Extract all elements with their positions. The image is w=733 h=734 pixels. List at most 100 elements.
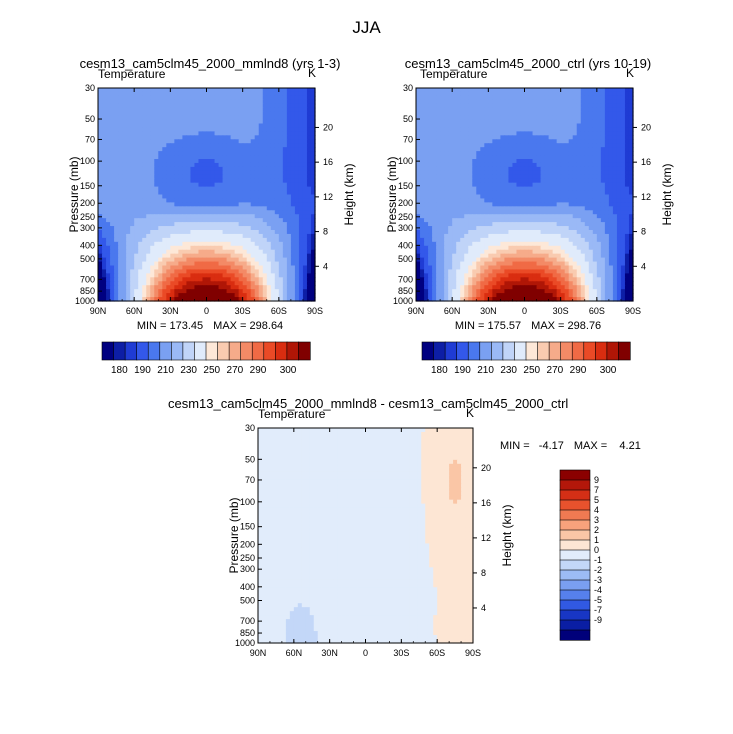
colorbar-swatch <box>444 341 458 361</box>
y-tick-label: 100 <box>240 497 255 507</box>
colorbar-swatch <box>559 539 591 551</box>
height-tick-label: 8 <box>323 227 328 237</box>
colorbar-label: 190 <box>134 365 151 376</box>
colorbar-label: 9 <box>594 475 599 485</box>
colorbar-label: 210 <box>477 365 494 376</box>
colorbar-label: 7 <box>594 485 599 495</box>
y-tick-label: 850 <box>80 286 95 296</box>
colorbar-swatch <box>559 519 591 531</box>
colorbar-swatch <box>456 341 469 361</box>
x-tick-label: 60N <box>126 306 143 316</box>
colorbar-label: 5 <box>594 495 599 505</box>
y-tick-label: 700 <box>398 274 413 284</box>
contour-plot: 90N 60N 30N 0 30S 60S 90S 30 50 70 100 150 200 250300… <box>67 83 356 316</box>
colorbar-label: 290 <box>570 365 587 376</box>
colorbar-swatch <box>559 489 591 501</box>
y-tick-label: 700 <box>240 616 255 626</box>
y-axis-label: Pressure (mb) <box>227 497 241 573</box>
x-tick-label: 0 <box>204 306 209 316</box>
colorbar-swatch <box>559 619 591 631</box>
colorbar-swatch <box>124 341 138 361</box>
colorbar-label: -9 <box>594 615 602 625</box>
x-tick-label: 60N <box>444 306 461 316</box>
y-tick-label: 50 <box>85 114 95 124</box>
y-tick-label: 300 <box>240 564 255 574</box>
y-axis-label: Pressure (mb) <box>385 156 399 232</box>
colorbar-swatch <box>559 509 591 521</box>
y-tick-label: 250 <box>240 553 255 563</box>
height-tick-label: 12 <box>481 533 491 543</box>
x-tick-label: 60S <box>271 306 287 316</box>
colorbar-label: -7 <box>594 605 602 615</box>
chart-title: cesm13_cam5clm45_2000_ctrl (yrs 10-19) <box>404 56 652 71</box>
colorbar-swatch <box>560 341 573 361</box>
x-tick-label: 90S <box>625 306 641 316</box>
y-tick-label: 50 <box>245 454 255 464</box>
y-tick-label: 250 <box>80 212 95 222</box>
min-label: MIN = -4.17 <box>500 440 564 452</box>
colorbar-label: 250 <box>203 365 220 376</box>
contour-plot: 90N 60N 30N 0 30S 60S 90S 30 50 70 100 150 200 250300… <box>227 423 514 658</box>
colorbar-swatch <box>251 341 265 361</box>
min-max-label: MIN = 175.57 MAX = 298.76 <box>438 320 618 332</box>
colorbar-swatch <box>559 559 591 571</box>
right-axis-label: Height (km) <box>500 504 514 566</box>
colorbar-label: 0 <box>594 545 599 555</box>
colorbar-label: 270 <box>227 365 244 376</box>
y-tick-label: 400 <box>398 240 413 250</box>
colorbar-swatch <box>479 341 492 361</box>
y-tick-label: 70 <box>85 134 95 144</box>
colorbar-swatch <box>548 341 562 361</box>
height-tick-label: 16 <box>481 498 491 508</box>
colorbar-label: 180 <box>111 365 128 376</box>
y-tick-label: 150 <box>398 181 413 191</box>
chart-subtitle: Temperature <box>258 407 326 421</box>
colorbar-label: 300 <box>600 365 617 376</box>
x-tick-label: 90N <box>250 648 267 658</box>
x-tick-label: 90N <box>90 306 107 316</box>
colorbar-label: 180 <box>431 365 448 376</box>
colorbar-swatch <box>147 341 161 361</box>
height-tick-label: 4 <box>323 261 328 271</box>
y-tick-label: 100 <box>398 156 413 166</box>
contour-cells <box>416 88 634 302</box>
height-tick-label: 12 <box>641 192 651 202</box>
min-max-label: MIN = 173.45 MAX = 298.64 <box>120 320 300 332</box>
y-tick-label: 400 <box>240 582 255 592</box>
colorbar-label: -2 <box>594 565 602 575</box>
y-tick-label: 500 <box>398 254 413 264</box>
y-tick-label: 700 <box>80 274 95 284</box>
x-tick-label: 60S <box>429 648 445 658</box>
height-tick-label: 4 <box>641 261 646 271</box>
min-label: MIN = 175.57 <box>454 320 522 332</box>
colorbar-swatch <box>205 341 219 361</box>
right-axis-label: Height (km) <box>342 163 356 225</box>
colorbar-label: 270 <box>547 365 564 376</box>
units-label: K <box>466 406 475 420</box>
height-tick-label: 20 <box>481 463 491 473</box>
page-title: JJA <box>352 18 381 37</box>
colorbar-swatch <box>571 341 585 361</box>
colorbar-label: 2 <box>594 525 599 535</box>
colorbar-swatch <box>559 579 591 591</box>
colorbar-label: 290 <box>250 365 267 376</box>
colorbar-swatch <box>217 341 230 361</box>
units-label: K <box>308 66 317 80</box>
colorbar-swatch <box>559 599 591 611</box>
colorbar-swatch <box>559 609 591 621</box>
height-tick-label: 8 <box>481 568 486 578</box>
colorbar-swatch <box>491 341 504 361</box>
contour-cells <box>258 428 474 644</box>
x-tick-label: 0 <box>363 648 368 658</box>
colorbar-swatch <box>136 341 149 361</box>
contour-cells <box>98 88 316 302</box>
x-tick-label: 30N <box>321 648 338 658</box>
colorbar-label: 190 <box>454 365 471 376</box>
height-tick-label: 4 <box>481 603 486 613</box>
colorbar-label: 1 <box>594 535 599 545</box>
height-tick-label: 16 <box>641 157 651 167</box>
y-tick-label: 70 <box>245 475 255 485</box>
colorbar-swatch <box>618 341 631 361</box>
chart-subtitle: Temperature <box>420 67 488 81</box>
colorbar-swatch <box>559 499 591 511</box>
